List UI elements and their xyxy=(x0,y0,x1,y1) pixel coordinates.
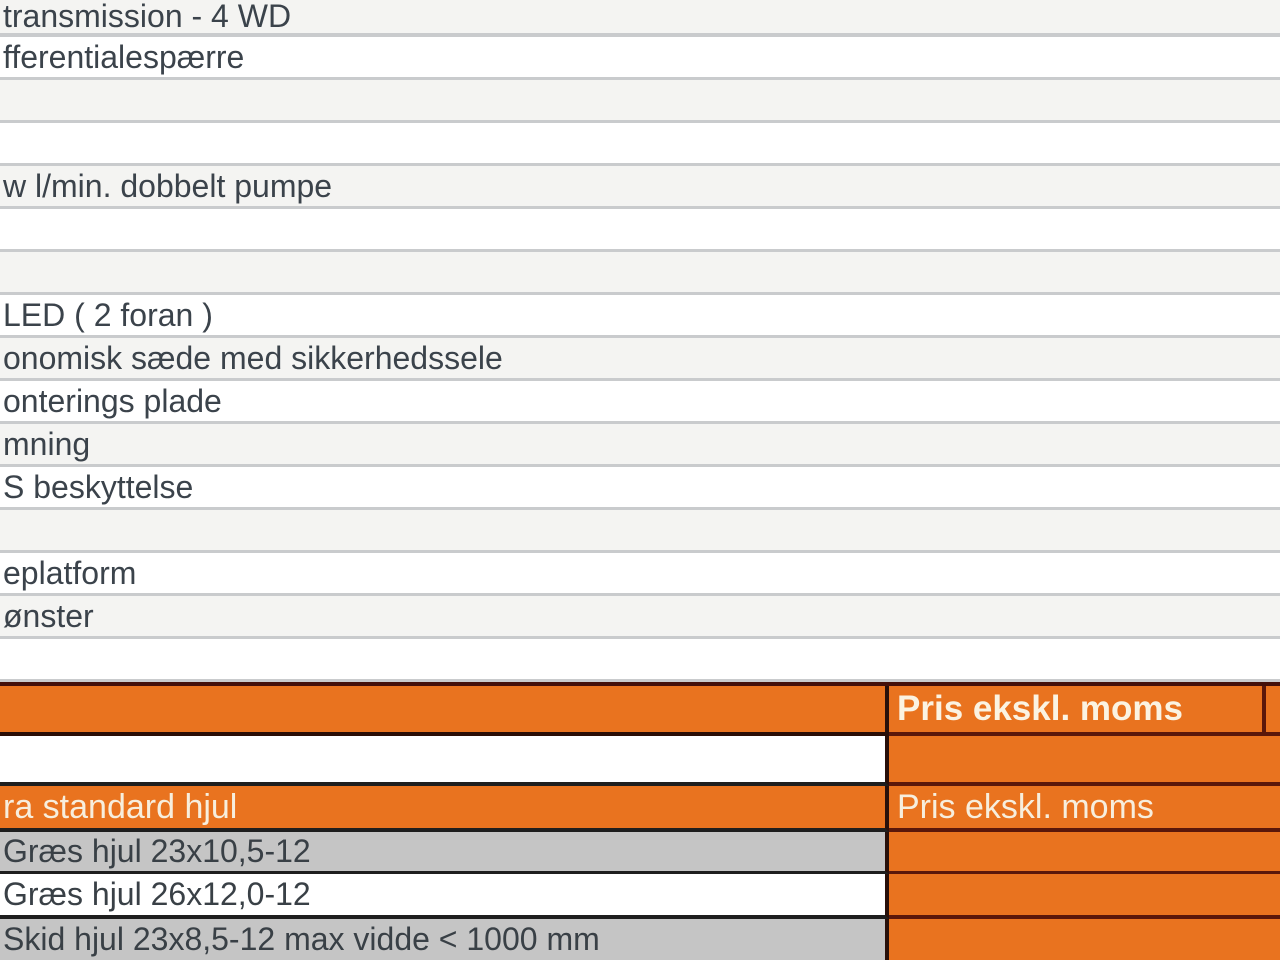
header-price-cell: Pris ekskl. moms xyxy=(889,686,1280,736)
spec-row: fferentialespærre xyxy=(0,37,1280,80)
spec-row-label: fferentialespærre xyxy=(3,38,245,75)
option-row: Græs hjul 23x10,5-12 xyxy=(0,832,1280,874)
spec-row xyxy=(0,510,1280,553)
spec-row xyxy=(0,80,1280,123)
spec-row-label: S beskyttelse xyxy=(3,468,194,505)
spec-row xyxy=(0,209,1280,252)
header-left-cell xyxy=(0,686,889,736)
spec-row: onterings plade xyxy=(0,381,1280,424)
option-label-cell: Skid hjul 23x8,5-12 max vidde < 1000 mm xyxy=(0,919,889,960)
section-title: ra standard hjul xyxy=(3,787,238,826)
price-column-header: Pris ekskl. moms xyxy=(897,689,1183,728)
spec-row: transmission - 4 WD xyxy=(0,0,1280,37)
price-table: Pris ekskl. moms ra standard hjul Pris e… xyxy=(0,682,1280,960)
spec-row: LED ( 2 foran ) xyxy=(0,295,1280,338)
spec-row: ønster xyxy=(0,596,1280,639)
section-price-header: Pris ekskl. moms xyxy=(897,787,1154,826)
section-title-cell: ra standard hjul xyxy=(0,786,889,832)
spec-row-label: w l/min. dobbelt pumpe xyxy=(3,167,333,204)
option-row: Skid hjul 23x8,5-12 max vidde < 1000 mm xyxy=(0,919,1280,960)
spec-row: w l/min. dobbelt pumpe xyxy=(0,166,1280,209)
option-price-cell xyxy=(889,832,1280,874)
spec-row: S beskyttelse xyxy=(0,467,1280,510)
spec-row-label: onomisk sæde med sikkerhedssele xyxy=(3,339,503,376)
spec-row-label: onterings plade xyxy=(3,382,222,419)
spec-row-label: ønster xyxy=(3,597,94,634)
spec-row xyxy=(0,252,1280,295)
cell-border-line xyxy=(1262,686,1266,732)
spec-row-label: mning xyxy=(3,425,91,462)
spec-table: transmission - 4 WD fferentialespærre w … xyxy=(0,0,1280,682)
spec-row-label: transmission - 4 WD xyxy=(3,0,292,34)
spec-row: mning xyxy=(0,424,1280,467)
spec-row: eplatform xyxy=(0,553,1280,596)
option-label: Græs hjul 26x12,0-12 xyxy=(3,876,311,912)
spec-row xyxy=(0,123,1280,166)
option-label-cell: Græs hjul 23x10,5-12 xyxy=(0,832,889,874)
option-price-cell xyxy=(889,919,1280,960)
spacer-row xyxy=(0,736,1280,786)
option-label: Græs hjul 23x10,5-12 xyxy=(3,833,311,869)
option-price-cell xyxy=(889,874,1280,919)
option-row: Græs hjul 26x12,0-12 xyxy=(0,874,1280,919)
spacer-price-cell xyxy=(889,736,1280,786)
spec-row xyxy=(0,639,1280,682)
option-label: Skid hjul 23x8,5-12 max vidde < 1000 mm xyxy=(3,921,600,957)
spec-row: onomisk sæde med sikkerhedssele xyxy=(0,338,1280,381)
spec-row-label: eplatform xyxy=(3,554,137,591)
spec-row-label: LED ( 2 foran ) xyxy=(3,296,213,333)
option-label-cell: Græs hjul 26x12,0-12 xyxy=(0,874,889,919)
spacer-left-cell xyxy=(0,736,889,786)
section-header-row: ra standard hjul Pris ekskl. moms xyxy=(0,786,1280,832)
price-table-header-row: Pris ekskl. moms xyxy=(0,686,1280,736)
section-price-header-cell: Pris ekskl. moms xyxy=(889,786,1280,832)
